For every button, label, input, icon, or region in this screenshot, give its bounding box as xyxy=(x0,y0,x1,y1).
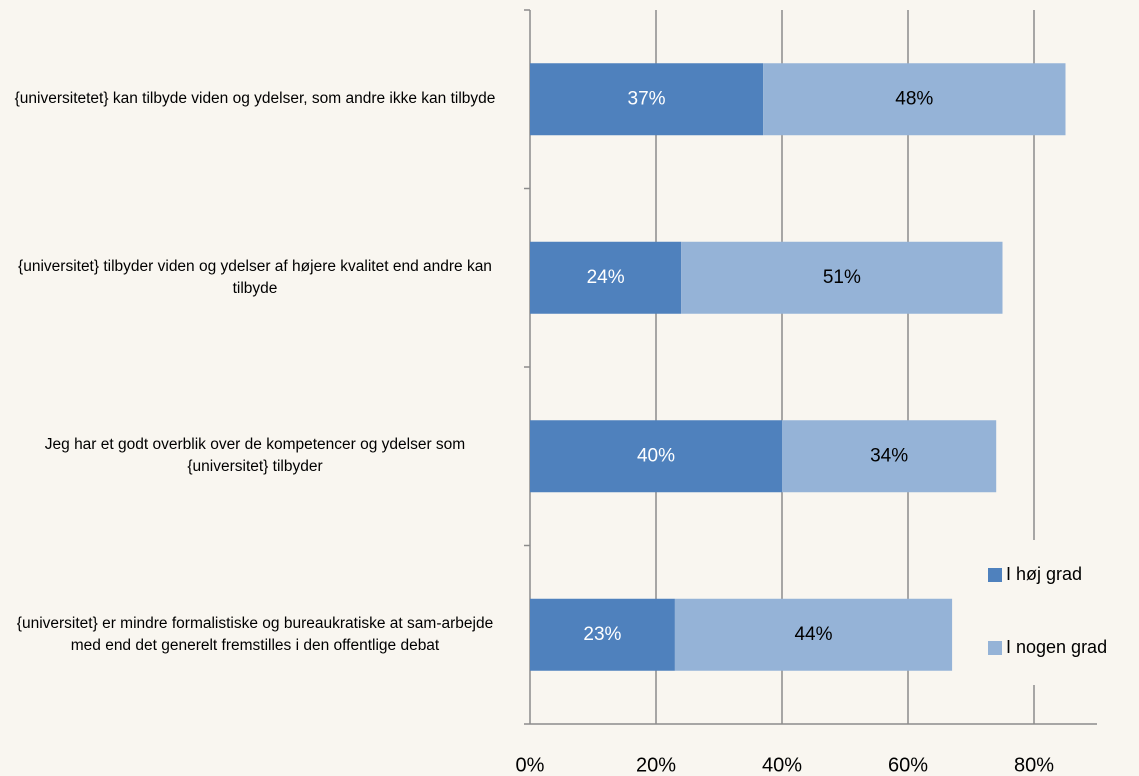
x-tick-label: 20% xyxy=(636,754,676,776)
data-label: 24% xyxy=(587,267,625,288)
category-label: {universitet} tilbyder viden og ydelser … xyxy=(18,257,492,297)
category-label: Jeg har et godt overblik over de kompete… xyxy=(44,436,466,476)
x-tick-label: 40% xyxy=(762,754,802,776)
bar-segment xyxy=(530,598,675,671)
bar-segment xyxy=(674,598,953,671)
data-label: 40% xyxy=(637,445,675,466)
data-label: 34% xyxy=(870,445,908,466)
category-label: {universitetet} kan tilbyde viden og yde… xyxy=(14,90,496,108)
bar-segment xyxy=(530,63,764,136)
data-label: 23% xyxy=(583,624,621,645)
bar-segment xyxy=(681,241,1003,314)
data-label: 44% xyxy=(794,624,832,645)
bar-segment xyxy=(530,241,682,314)
x-tick-label: 0% xyxy=(516,754,545,776)
x-tick-label: 60% xyxy=(888,754,928,776)
legend-swatch xyxy=(988,568,1002,582)
bar-segment xyxy=(782,420,997,493)
legend-background xyxy=(982,540,1139,685)
data-label: 37% xyxy=(628,88,666,109)
legend-label: I høj grad xyxy=(1006,564,1082,584)
x-tick-label: 80% xyxy=(1014,754,1054,776)
data-label: 48% xyxy=(895,88,933,109)
bar-segment xyxy=(763,63,1066,136)
category-label: {universitet} er mindre formalistiske og… xyxy=(16,614,494,654)
legend-label: I nogen grad xyxy=(1006,637,1107,657)
data-label: 51% xyxy=(823,267,861,288)
bar-segment xyxy=(530,420,782,493)
legend-swatch xyxy=(988,641,1002,655)
